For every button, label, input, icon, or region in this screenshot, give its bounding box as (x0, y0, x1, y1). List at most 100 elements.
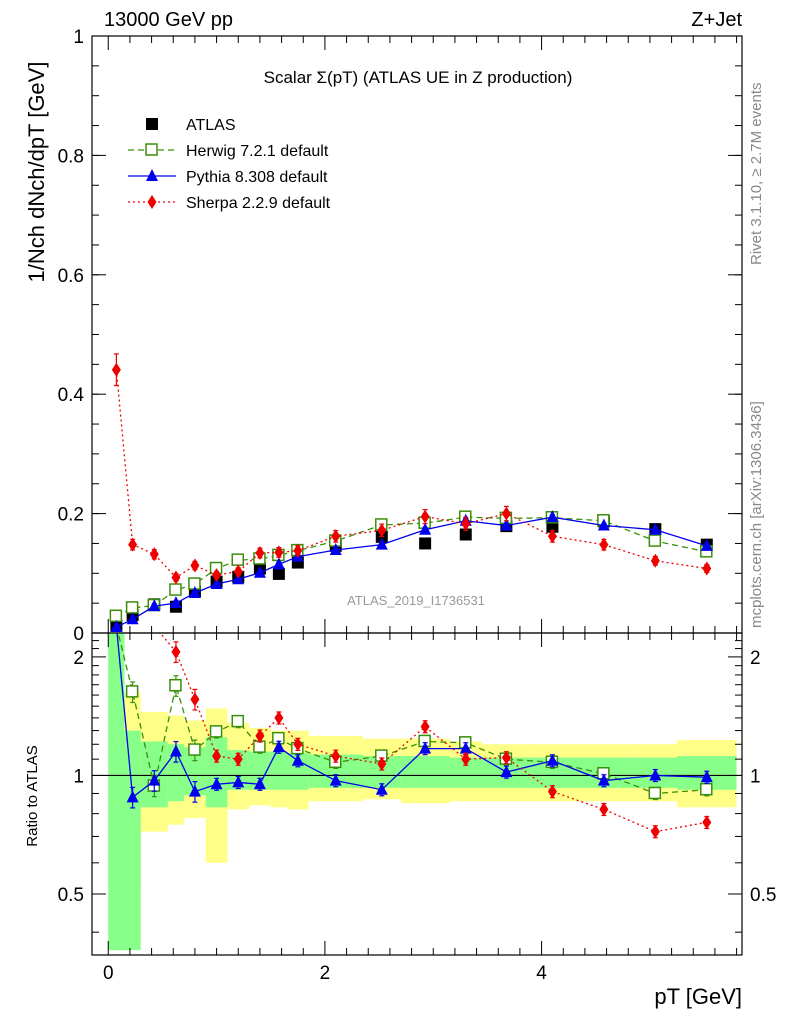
sherpa-ratio-point (190, 692, 200, 707)
sherpa-ratio-point (212, 749, 222, 764)
sherpa-main-point (547, 529, 557, 544)
ratio-ytick-label: 0.5 (58, 885, 84, 906)
sherpa-main-point (650, 553, 660, 568)
sherpa-ratio-point (702, 815, 712, 830)
herwig-main-point (231, 553, 244, 566)
pythia-main-point (500, 518, 513, 531)
sherpa-ratio-point (461, 752, 471, 767)
ratio-ytick-label-right: 0.5 (750, 885, 776, 906)
main-ytick-label: 0.8 (58, 146, 84, 167)
herwig-ratio-point (209, 725, 223, 738)
ratio-ytick-label-right: 2 (750, 648, 761, 669)
sherpa-main-point (702, 561, 712, 576)
chart-title: Scalar Σ(pT) (ATLAS UE in Z production) (264, 68, 573, 87)
sherpa-ratio-point (599, 802, 609, 817)
pythia-ratio-point (148, 773, 161, 786)
sherpa-ratio-point (274, 710, 284, 725)
pythia-ratio-point (126, 790, 139, 803)
sherpa-main-point (171, 570, 181, 585)
pythia-ratio-point (700, 770, 713, 783)
x-axis-label: pT [GeV] (654, 984, 742, 1009)
pythia-main-point (188, 586, 201, 599)
legend-atlas-marker (146, 118, 158, 130)
pythia-ratio-point (232, 775, 245, 788)
pythia-main-point (126, 612, 139, 625)
pythia-main-point (110, 620, 123, 633)
pythia-ratio-point (272, 740, 285, 753)
ratio-band-green (270, 751, 287, 790)
legend-herwig-marker (145, 143, 158, 156)
pythia-ratio-point (459, 741, 472, 754)
main-ytick-label: 0.6 (58, 266, 84, 287)
sherpa-main-point (128, 537, 138, 552)
ratio-uncertainty-bands (92, 633, 742, 951)
sherpa-main-point (111, 362, 121, 377)
ratio-band-green (205, 737, 228, 808)
sherpa-ratio-point (650, 824, 660, 839)
sherpa-ratio-point (331, 749, 341, 764)
rivet-label: Rivet 3.1.10, ≥ 2.7M events (748, 83, 765, 266)
legend: ATLAS Herwig 7.2.1 default Pythia 8.308 de… (128, 117, 331, 212)
pythia-ratio-point (329, 773, 342, 786)
pythia-ratio-point (500, 765, 513, 778)
pythia-main-point (597, 518, 610, 531)
main-ytick-label: 0 (73, 624, 84, 645)
pythia-main-point (649, 522, 662, 535)
herwig-main-point (109, 609, 123, 623)
sherpa-main-point (233, 564, 243, 579)
pythia-main-point (419, 522, 432, 535)
ratio-band-green (400, 756, 450, 788)
sherpa-main-point (461, 516, 471, 531)
sherpa-main-point (149, 547, 159, 562)
sherpa-ratio-point (293, 737, 303, 752)
pythia-main-point (329, 543, 342, 556)
herwig-main-point (648, 534, 662, 547)
process-label: Z+Jet (691, 9, 742, 31)
sherpa-ratio-point (171, 644, 181, 659)
herwig-ratio-point (188, 743, 201, 756)
pythia-ratio-point (546, 753, 559, 766)
main-ytick-label: 1 (73, 27, 84, 48)
ratio-band-green (184, 747, 206, 796)
ratio-band-green (108, 633, 125, 951)
analysis-watermark: ATLAS_2019_I1736531 (347, 593, 485, 608)
sherpa-main-point (212, 568, 222, 583)
ratio-ytick-label: 2 (73, 648, 84, 669)
herwig-ratio-point (169, 678, 182, 692)
pythia-main-point (700, 538, 713, 551)
energy-label: 13000 GeV pp (104, 9, 233, 31)
ratio-ytick-label-right: 1 (750, 766, 761, 787)
ratio-band-green (287, 753, 309, 790)
sherpa-ratio-point (233, 752, 243, 767)
sherpa-ratio-point (377, 756, 387, 771)
pythia-main-line (116, 516, 707, 628)
pythia-ratio-point (188, 784, 201, 797)
herwig-main-point (125, 601, 139, 614)
sherpa-main-line (115, 369, 707, 579)
x-tick-label: 0 (103, 963, 114, 984)
sherpa-main-point (599, 537, 609, 552)
herwig-ratio-point (700, 782, 713, 796)
atlas-main-point (272, 567, 285, 580)
sherpa-main-point (331, 529, 341, 544)
pythia-ratio-point (169, 744, 182, 757)
pythia-ratio-point (291, 753, 304, 766)
pythia-ratio-point (210, 777, 223, 790)
sherpa-main-point (377, 523, 387, 538)
mcplots-label: mcplots.cern.ch [arXiv:1306.3436] (748, 401, 765, 628)
sherpa-main-point (293, 543, 303, 558)
sherpa-main-point (420, 509, 430, 524)
herwig-ratio-point (125, 685, 139, 698)
ratio-band-green (249, 751, 271, 790)
pythia-ratio-point (419, 741, 432, 754)
legend-sherpa-marker (147, 195, 157, 209)
atlas-main-point (459, 528, 472, 541)
legend-pythia-label: Pythia 8.308 default (186, 169, 328, 186)
herwig-ratio-point (253, 740, 266, 753)
pythia-ratio-point (375, 782, 388, 795)
ratio-ylabel: Ratio to ATLAS (24, 745, 41, 846)
ratio-band-green (227, 750, 250, 790)
herwig-ratio-point (648, 786, 662, 800)
pythia-ratio-point (649, 768, 662, 781)
